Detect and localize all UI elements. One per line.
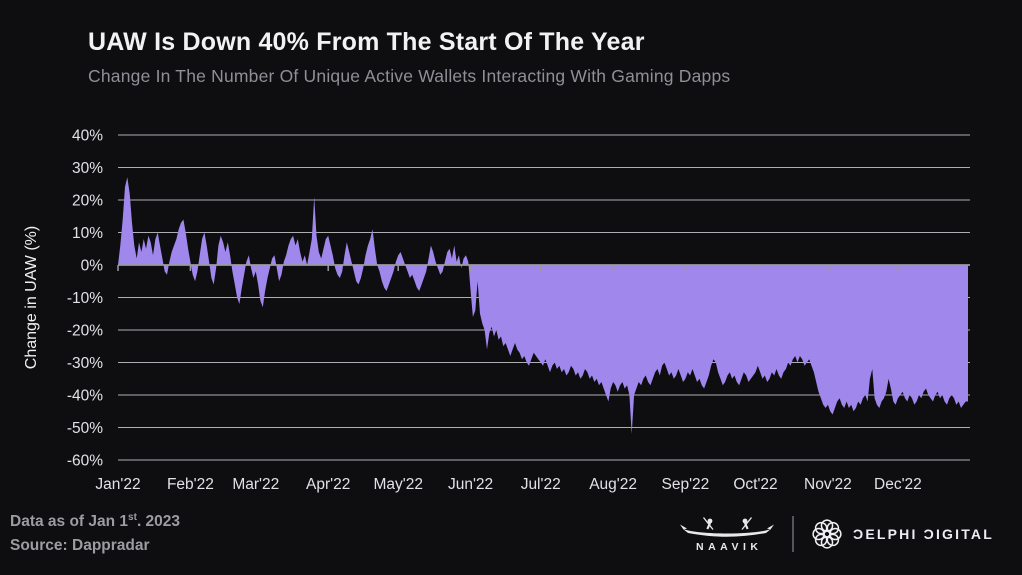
x-tick-label-Dec'22: Dec'22	[874, 476, 922, 493]
note-ordinal: st	[128, 512, 137, 523]
x-tick-label-Jan'22: Jan'22	[95, 476, 140, 493]
data-asof-note: Data as of Jan 1st. 2023	[10, 510, 180, 534]
x-tick-label-Feb'22: Feb'22	[167, 476, 214, 493]
x-tick-label-Sep'22: Sep'22	[662, 476, 710, 493]
x-tick-label-Jun'22: Jun'22	[448, 476, 493, 493]
x-tick-label-Jul'22: Jul'22	[521, 476, 561, 493]
y-tick-label-10: 10%	[72, 225, 103, 242]
x-tick-label-Oct'22: Oct'22	[733, 476, 777, 493]
y-tick-label-30: 30%	[72, 160, 103, 177]
naavik-logo-label: NAAVIK	[696, 540, 763, 553]
x-tick-label-Nov'22: Nov'22	[804, 476, 852, 493]
area-series-uaw-change	[118, 177, 968, 435]
source-note: Source: Dappradar	[10, 537, 150, 555]
page-title: UAW Is Down 40% From The Start Of The Ye…	[88, 28, 645, 56]
delphi-knot-icon	[812, 519, 842, 549]
y-tick-label--20: -20%	[67, 323, 103, 340]
x-axis-tick-labels: Jan'22 Feb'22 Mar'22 Apr'22 May'22 Jun'22 Jul'…	[95, 476, 921, 493]
delphi-logo-label: ƆELPHI ƆIGITAL	[853, 526, 994, 543]
x-tick-label-Apr'22: Apr'22	[306, 476, 350, 493]
y-axis-title: Change in UAW (%)	[23, 226, 40, 369]
x-tick-label-May'22: May'22	[373, 476, 422, 493]
y-tick-label--60: -60%	[67, 453, 103, 470]
y-axis-tick-labels: 40% 30% 20% 10% 0% -10% -20% -30% -40% -50% -60%	[67, 128, 103, 470]
naavik-boat-icon	[680, 516, 775, 537]
footer: Data as of Jan 1st. 2023 Source: Dapprad…	[10, 510, 994, 558]
y-tick-label--10: -10%	[67, 290, 103, 307]
note-year: . 2023	[136, 513, 181, 531]
x-tick-label-Aug'22: Aug'22	[589, 476, 637, 493]
logo-divider	[792, 516, 795, 553]
chart-header: UAW Is Down 40% From The Start Of The Ye…	[88, 28, 730, 87]
y-tick-label--50: -50%	[67, 420, 103, 437]
zero-axis	[117, 264, 970, 271]
delphi-digital-logo: ƆELPHI ƆIGITAL	[811, 518, 994, 550]
chart-subtitle: Change In The Number Of Unique Active Wa…	[88, 65, 731, 86]
y-tick-label-20: 20%	[72, 193, 103, 210]
y-tick-label-0: 0%	[81, 258, 104, 275]
note-text: Data as of Jan 1	[10, 513, 129, 531]
y-tick-label-40: 40%	[72, 128, 103, 145]
footnotes: Data as of Jan 1st. 2023 Source: Dapprad…	[10, 510, 180, 558]
y-tick-label--40: -40%	[67, 388, 103, 405]
y-tick-label--30: -30%	[67, 355, 103, 372]
x-tick-label-Mar'22: Mar'22	[232, 476, 279, 493]
naavik-logo: NAAVIK	[679, 516, 775, 553]
brand-logos: NAAVIK ƆELPHI ƆIGITAL	[679, 516, 994, 553]
